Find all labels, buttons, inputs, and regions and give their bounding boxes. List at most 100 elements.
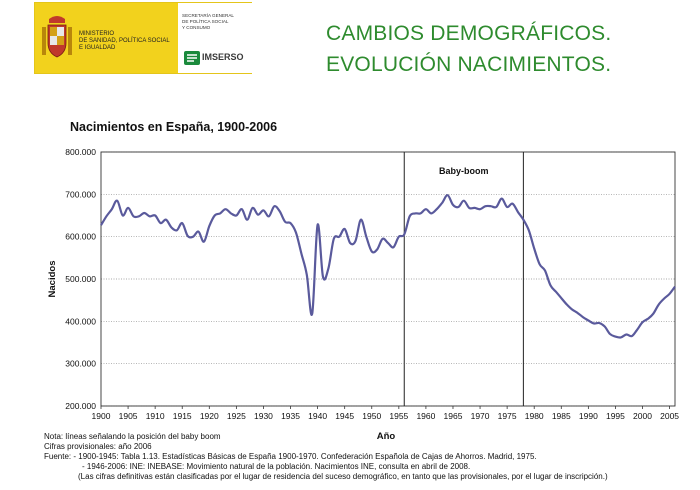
note-line: Nota: líneas señalando la posición del b… (44, 432, 221, 441)
chart-title: Nacimientos en España, 1900-2006 (70, 120, 277, 134)
imserso-logo-icon (184, 51, 200, 65)
data-point (181, 222, 183, 224)
data-point (398, 236, 400, 238)
data-point (322, 276, 324, 278)
y-tick-label: 400.000 (65, 316, 96, 326)
x-tick-label: 1985 (552, 411, 571, 421)
x-tick-label: 1945 (335, 411, 354, 421)
data-point (263, 210, 265, 212)
data-point (658, 304, 660, 306)
data-point (674, 286, 676, 288)
data-point (636, 329, 638, 331)
data-point (441, 202, 443, 204)
ministry-logo: MINISTERIO DE SANIDAD, POLÍTICA SOCIAL E… (34, 2, 252, 74)
x-tick-label: 1980 (525, 411, 544, 421)
data-point (382, 238, 384, 240)
data-point (349, 242, 351, 244)
data-point (626, 334, 628, 336)
data-point (366, 236, 368, 238)
x-tick-label: 1950 (362, 411, 381, 421)
slide-title: CAMBIOS DEMOGRÁFICOS. EVOLUCIÓN NACIMIEN… (326, 18, 696, 80)
y-tick-label: 700.000 (65, 189, 96, 199)
x-tick-label: 1935 (281, 411, 300, 421)
births-series-line (100, 194, 676, 339)
x-axis-label: Año (377, 431, 396, 442)
data-point (604, 326, 606, 328)
data-point (458, 206, 460, 208)
data-point (598, 322, 600, 324)
data-point (555, 291, 557, 293)
data-point (479, 208, 481, 210)
x-tick-label: 2005 (660, 411, 679, 421)
source-line: - 1946-2006: INE: INEBASE: Movimiento na… (82, 462, 471, 471)
secretaria-panel: SECRETARÍA GENERAL DE POLÍTICA SOCIAL Y … (178, 3, 252, 73)
data-point (631, 335, 633, 337)
data-point (106, 216, 108, 218)
data-point (387, 242, 389, 244)
data-point (295, 232, 297, 234)
data-point (160, 222, 162, 224)
x-tick-label: 1975 (498, 411, 517, 421)
plot-frame (100, 151, 676, 407)
data-point (133, 216, 135, 218)
data-point (420, 213, 422, 215)
x-tick-label: 1900 (92, 411, 111, 421)
data-point (138, 216, 140, 218)
slide-title-line-2: EVOLUCIÓN NACIMIENTOS. (326, 53, 612, 76)
x-tick-label: 1925 (227, 411, 246, 421)
data-point (501, 198, 503, 200)
data-point (371, 251, 373, 253)
data-point (447, 194, 449, 196)
data-point (246, 219, 248, 221)
data-point (122, 215, 124, 217)
data-point (306, 274, 308, 276)
data-point (663, 298, 665, 300)
x-tick-label: 1970 (471, 411, 490, 421)
x-tick-label: 1920 (200, 411, 219, 421)
ministry-name: MINISTERIO DE SANIDAD, POLÍTICA SOCIAL E… (79, 31, 170, 51)
source-line: Fuente: - 1900-1945: Tabla 1.13. Estadís… (44, 452, 537, 461)
data-point (620, 337, 622, 339)
data-point (333, 238, 335, 240)
data-point (436, 208, 438, 210)
data-point (463, 200, 465, 202)
data-point (593, 323, 595, 325)
data-point (225, 208, 227, 210)
data-point (198, 231, 200, 233)
data-point (642, 321, 644, 323)
data-point (431, 213, 433, 215)
data-point (209, 225, 211, 227)
x-tick-label: 1960 (416, 411, 435, 421)
data-point (452, 204, 454, 206)
data-point (284, 221, 286, 223)
data-point (279, 211, 281, 213)
data-point (409, 216, 411, 218)
y-tick-label: 600.000 (65, 232, 96, 242)
data-point (149, 216, 151, 218)
data-point (344, 228, 346, 230)
x-tick-label: 1905 (119, 411, 138, 421)
data-point (582, 316, 584, 318)
y-tick-label: 200.000 (65, 401, 96, 411)
data-point (468, 207, 470, 209)
data-point (176, 230, 178, 232)
data-point (154, 215, 156, 217)
data-point (561, 297, 563, 299)
x-tick-label: 1995 (606, 411, 625, 421)
data-point (490, 205, 492, 207)
data-point (506, 206, 508, 208)
data-point (615, 336, 617, 338)
data-point (474, 207, 476, 209)
data-point (577, 312, 579, 314)
data-point (517, 211, 519, 213)
slide-title-line-1: CAMBIOS DEMOGRÁFICOS. (326, 22, 612, 45)
x-tick-label: 1965 (444, 411, 463, 421)
data-point (111, 208, 113, 210)
data-point (496, 206, 498, 208)
data-point (219, 213, 221, 215)
data-point (550, 285, 552, 287)
x-tick-label: 1955 (389, 411, 408, 421)
data-point (393, 247, 395, 249)
baby-boom-annotation: Baby-boom (439, 166, 489, 176)
